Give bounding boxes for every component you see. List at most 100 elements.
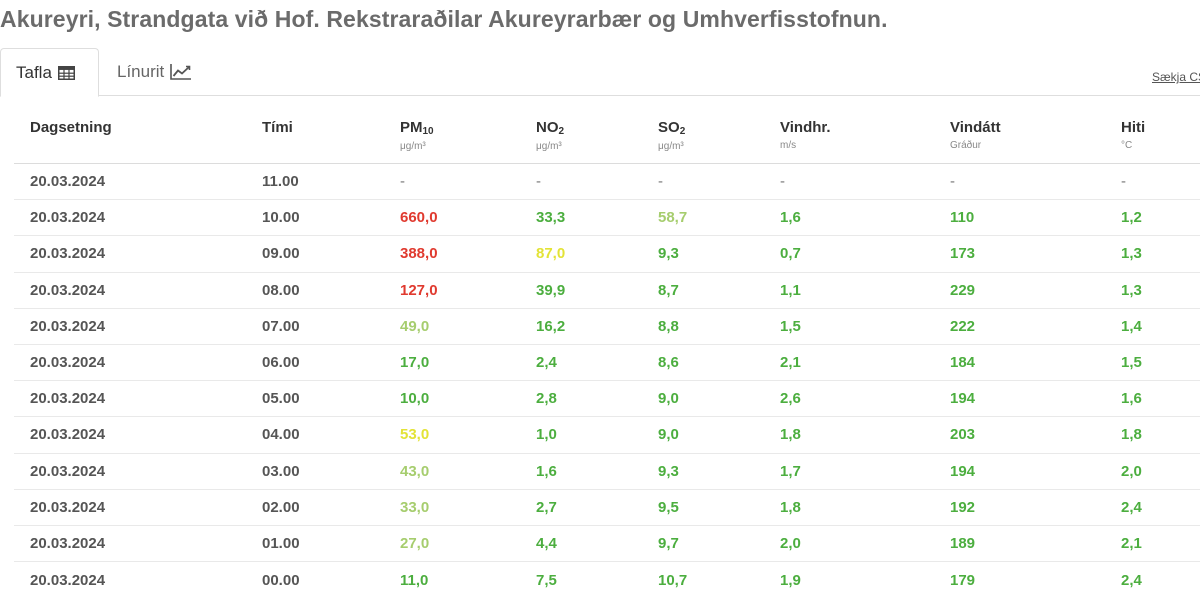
cell-time: 09.00 xyxy=(262,245,300,263)
cell-wind-speed: 1,6 xyxy=(780,209,801,227)
cell-so2: - xyxy=(658,173,663,191)
cell-pm10: - xyxy=(400,173,405,191)
cell-temperature: 1,6 xyxy=(1121,390,1142,408)
column-header-time: Tími xyxy=(262,119,293,136)
cell-wind-speed: 2,6 xyxy=(780,390,801,408)
cell-wind-speed: - xyxy=(780,173,785,191)
cell-pm10: 53,0 xyxy=(400,426,430,444)
cell-date: 20.03.2024 xyxy=(30,462,106,480)
cell-so2: 10,7 xyxy=(658,571,688,589)
cell-temperature: 2,4 xyxy=(1121,498,1142,516)
table-row: 20.03.2024 04.00 53,0 1,0 9,0 1,8 203 1,8 xyxy=(14,417,1200,454)
cell-time: 00.00 xyxy=(262,571,300,589)
column-header-text: Tími xyxy=(262,119,293,136)
cell-no2: 4,4 xyxy=(536,534,557,552)
cell-no2: 2,8 xyxy=(536,390,557,408)
cell-date: 20.03.2024 xyxy=(30,245,106,263)
tab-table-label: Tafla xyxy=(16,62,52,82)
cell-pm10: 17,0 xyxy=(400,354,430,372)
cell-no2: 87,0 xyxy=(536,245,566,263)
cell-no2: 16,2 xyxy=(536,317,566,335)
cell-wind-direction: 110 xyxy=(950,209,975,227)
cell-wind-direction: 229 xyxy=(950,281,976,299)
cell-temperature: 1,8 xyxy=(1121,426,1142,444)
tab-chart[interactable]: Línurit xyxy=(102,48,207,96)
line-chart-icon xyxy=(170,64,192,80)
cell-no2: - xyxy=(536,173,541,191)
cell-no2: 33,3 xyxy=(536,209,566,227)
cell-time: 11.00 xyxy=(262,173,299,191)
cell-wind-direction: 194 xyxy=(950,390,976,408)
column-header-text: SO xyxy=(658,119,680,136)
cell-date: 20.03.2024 xyxy=(30,390,106,408)
cell-so2: 8,6 xyxy=(658,354,679,372)
cell-pm10: 388,0 xyxy=(400,245,438,263)
table-row: 20.03.2024 09.00 388,0 87,0 9,3 0,7 173 1,3 xyxy=(14,236,1200,273)
column-header-text: NO xyxy=(536,119,559,136)
download-csv-link[interactable]: Sækja CSV xyxy=(1152,70,1200,84)
cell-wind-speed: 2,1 xyxy=(780,354,801,372)
table-row: 20.03.2024 01.00 27,0 4,4 9,7 2,0 189 2,1 xyxy=(14,526,1200,563)
cell-pm10: 27,0 xyxy=(400,534,430,552)
cell-pm10: 11,0 xyxy=(400,571,429,589)
page-title: Akureyri, Strandgata við Hof. Rekstrarað… xyxy=(0,6,888,32)
table-row: 20.03.2024 03.00 43,0 1,6 9,3 1,7 194 2,0 xyxy=(14,454,1200,490)
table-header-row: Dagsetning Tími PM10 μg/m³ NO2 μg/m³ SO2 μg/m³ V… xyxy=(14,97,1200,164)
cell-wind-speed: 1,7 xyxy=(780,462,801,480)
cell-so2: 9,5 xyxy=(658,498,679,516)
table-row: 20.03.2024 11.00 - - - - - - xyxy=(14,164,1200,201)
tab-table[interactable]: Tafla xyxy=(0,48,99,97)
cell-time: 01.00 xyxy=(262,534,300,552)
cell-time: 02.00 xyxy=(262,498,300,516)
column-header-label: Vindátt xyxy=(950,119,1001,136)
view-tabs: Tafla Línurit xyxy=(0,48,1200,97)
table-row: 20.03.2024 08.00 127,0 39,9 8,7 1,1 229 1,3 xyxy=(14,273,1200,309)
measurements-table: Dagsetning Tími PM10 μg/m³ NO2 μg/m³ SO2 μg/m³ V… xyxy=(14,97,1200,598)
cell-date: 20.03.2024 xyxy=(30,209,106,227)
table-icon xyxy=(57,65,75,80)
cell-pm10: 33,0 xyxy=(400,498,430,516)
column-header-unit: μg/m³ xyxy=(400,141,426,152)
cell-no2: 2,4 xyxy=(536,354,557,372)
column-header-label: Dagsetning xyxy=(30,119,112,136)
cell-temperature: 2,1 xyxy=(1121,534,1142,552)
cell-date: 20.03.2024 xyxy=(30,426,106,444)
cell-so2: 9,7 xyxy=(658,534,679,552)
cell-wind-speed: 1,8 xyxy=(780,426,801,444)
cell-time: 05.00 xyxy=(262,390,300,408)
cell-temperature: 1,4 xyxy=(1121,317,1142,335)
cell-date: 20.03.2024 xyxy=(30,317,106,335)
cell-no2: 39,9 xyxy=(536,281,566,299)
cell-pm10: 43,0 xyxy=(400,462,430,480)
column-header-text: Dagsetning xyxy=(30,119,112,136)
cell-pm10: 660,0 xyxy=(400,209,438,227)
cell-temperature: 2,4 xyxy=(1121,571,1142,589)
cell-wind-direction: 192 xyxy=(950,498,976,516)
cell-wind-direction: 179 xyxy=(950,571,976,589)
column-header-label: PM10 xyxy=(400,119,434,137)
tab-chart-label: Línurit xyxy=(117,62,165,81)
cell-wind-direction: 173 xyxy=(950,245,976,263)
cell-pm10: 10,0 xyxy=(400,390,430,408)
cell-pm10: 49,0 xyxy=(400,317,430,335)
column-header-label: NO2 xyxy=(536,119,564,137)
cell-wind-direction: 203 xyxy=(950,426,976,444)
cell-temperature: 1,3 xyxy=(1121,281,1142,299)
cell-date: 20.03.2024 xyxy=(30,571,106,589)
cell-time: 10.00 xyxy=(262,209,300,227)
cell-wind-direction: - xyxy=(950,173,955,191)
column-header-text: Hiti xyxy=(1121,119,1146,136)
column-header-wind-direction: Vindátt Gráður xyxy=(950,119,1001,151)
cell-so2: 9,0 xyxy=(658,390,679,408)
cell-time: 03.00 xyxy=(262,462,300,480)
column-header-wind-speed: Vindhr. m/s xyxy=(780,119,831,151)
cell-date: 20.03.2024 xyxy=(30,173,106,191)
cell-wind-direction: 184 xyxy=(950,354,976,372)
cell-wind-speed: 0,7 xyxy=(780,245,801,263)
cell-so2: 8,7 xyxy=(658,281,679,299)
cell-wind-speed: 1,9 xyxy=(780,571,801,589)
cell-so2: 9,3 xyxy=(658,462,679,480)
cell-date: 20.03.2024 xyxy=(30,354,106,372)
cell-time: 04.00 xyxy=(262,426,300,444)
table-row: 20.03.2024 10.00 660,0 33,3 58,7 1,6 110 1,2 xyxy=(14,200,1200,237)
